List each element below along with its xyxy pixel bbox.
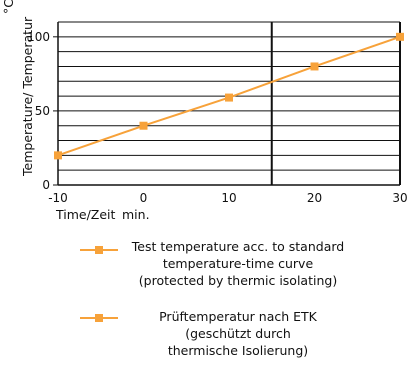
x-tick-label: 0 <box>140 191 148 205</box>
x-tick-label: 30 <box>392 191 407 205</box>
data-point <box>225 93 233 102</box>
y-axis-unit: °C <box>1 0 16 14</box>
y-tick-label: 100 <box>27 30 50 44</box>
legend-item: Prüftemperatur nach ETK (geschützt durch… <box>0 306 416 376</box>
y-axis-label: Temperature/ Temperatur <box>20 16 35 177</box>
y-tick-label: 50 <box>35 104 50 118</box>
data-point <box>396 32 404 41</box>
y-tick-label: 0 <box>42 178 50 192</box>
legend-label: Test temperature acc. to standard temper… <box>131 239 345 288</box>
legend-swatch <box>80 312 118 324</box>
chart-axes <box>57 22 400 186</box>
legend-swatch <box>80 244 118 256</box>
x-axis-label: Time/Zeit <box>55 207 116 222</box>
x-tick-label: 20 <box>307 191 322 205</box>
x-tick-label: 10 <box>221 191 236 205</box>
x-tick-label: -10 <box>48 191 68 205</box>
legend-label: Prüftemperatur nach ETK (geschützt durch… <box>159 309 317 358</box>
legend-item: Test temperature acc. to standard temper… <box>0 238 416 308</box>
data-point <box>139 121 148 130</box>
chart-series <box>54 32 404 160</box>
data-point <box>54 151 62 160</box>
x-axis-unit: min. <box>122 207 150 222</box>
data-point <box>310 62 319 71</box>
chart-grid <box>58 21 401 185</box>
